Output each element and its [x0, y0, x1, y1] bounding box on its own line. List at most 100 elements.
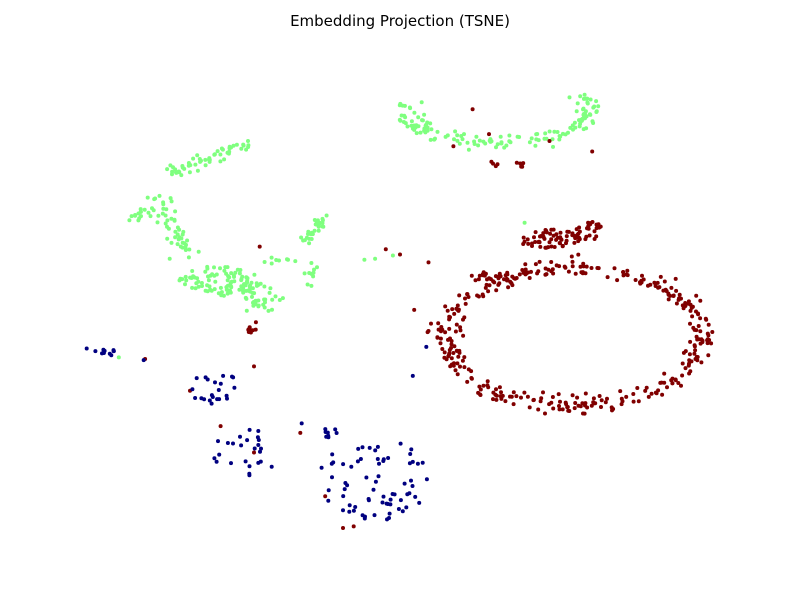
scatter-point — [224, 271, 229, 276]
scatter-point — [392, 492, 397, 497]
scatter-point — [577, 229, 582, 234]
scatter-point — [655, 280, 660, 285]
scatter-point — [621, 270, 626, 274]
scatter-point — [519, 395, 523, 400]
scatter-point — [372, 513, 377, 518]
scatter-point — [563, 400, 568, 405]
scatter-point — [161, 206, 166, 211]
scatter-point — [487, 283, 492, 288]
scatter-point — [533, 230, 538, 235]
scatter-point — [246, 330, 251, 334]
scatter-point — [493, 274, 498, 279]
scatter-point — [483, 285, 488, 290]
scatter-point — [341, 526, 345, 530]
scatter-point — [401, 120, 406, 124]
scatter-point — [268, 286, 273, 291]
scatter-point — [243, 295, 248, 300]
scatter-point — [256, 304, 261, 309]
scatter-point — [597, 394, 602, 398]
scatter-point — [183, 274, 188, 279]
scatter-point — [705, 331, 710, 336]
scatter-point — [387, 511, 392, 516]
scatter-point — [511, 390, 516, 395]
scatter-point — [469, 369, 474, 374]
scatter-point — [543, 272, 548, 277]
scatter-point — [375, 444, 380, 449]
scatter-point — [190, 387, 195, 392]
scatter-point — [589, 266, 594, 270]
scatter-point — [244, 147, 249, 152]
scatter-point — [402, 113, 407, 118]
scatter-point — [172, 217, 177, 222]
scatter-point — [229, 285, 234, 290]
scatter-point — [419, 100, 424, 105]
scatter-point — [273, 294, 278, 299]
scatter-point — [174, 170, 178, 175]
scatter-point — [351, 524, 356, 529]
scatter-point — [461, 333, 466, 338]
scatter-point — [666, 291, 671, 296]
scatter-point — [231, 441, 235, 446]
scatter-point — [510, 283, 515, 288]
scatter-point — [343, 481, 348, 485]
scatter-point — [499, 396, 504, 401]
scatter-point — [458, 364, 462, 369]
scatter-point — [566, 269, 571, 274]
scatter-point — [285, 257, 289, 262]
scatter-point — [473, 278, 478, 283]
scatter-point — [241, 143, 246, 148]
scatter-point — [398, 441, 403, 446]
scatter-point — [136, 211, 141, 216]
scatter-point — [449, 356, 454, 361]
scatter-point — [653, 284, 658, 288]
scatter-point — [280, 296, 285, 301]
scatter-point — [709, 341, 714, 346]
scatter-point — [349, 464, 354, 469]
scatter-point — [212, 152, 217, 157]
scatter-point — [252, 364, 256, 369]
scatter-point — [588, 222, 593, 227]
scatter-point — [497, 385, 502, 390]
scatter-point — [244, 288, 249, 293]
scatter-point — [245, 276, 250, 281]
scatter-point — [404, 505, 409, 510]
scatter-point — [257, 244, 262, 249]
scatter-point — [532, 235, 536, 240]
scatter-point — [299, 421, 304, 426]
scatter-point — [309, 261, 314, 265]
scatter-point — [581, 107, 585, 112]
scatter-point — [662, 279, 667, 284]
scatter-point — [216, 388, 221, 392]
scatter-point — [460, 137, 465, 142]
scatter-point — [536, 240, 541, 244]
scatter-point — [305, 282, 310, 287]
scatter-point — [306, 232, 310, 236]
scatter-point — [521, 235, 526, 240]
scatter-point — [529, 136, 534, 141]
scatter-point — [418, 130, 423, 135]
scatter-point — [449, 342, 454, 347]
scatter-point — [196, 279, 201, 284]
scatter-point — [373, 479, 378, 484]
scatter-point — [234, 142, 239, 147]
scatter-point — [518, 161, 523, 166]
scatter-point — [538, 244, 543, 249]
scatter-point — [193, 286, 198, 291]
scatter-point — [408, 452, 413, 456]
scatter-point — [316, 224, 321, 229]
scatter-point — [658, 274, 663, 279]
scatter-point — [228, 290, 233, 295]
scatter-point — [512, 276, 517, 281]
scatter-point — [462, 315, 467, 320]
scatter-point — [231, 273, 236, 278]
scatter-point — [446, 354, 451, 359]
scatter-point — [577, 124, 582, 129]
scatter-point — [624, 394, 629, 399]
scatter-point — [256, 443, 261, 447]
scatter-point — [302, 238, 307, 243]
scatter-point — [216, 439, 220, 444]
scatter-point — [111, 348, 116, 353]
scatter-point — [620, 399, 625, 404]
scatter-point — [298, 430, 303, 435]
scatter-point — [615, 278, 620, 283]
